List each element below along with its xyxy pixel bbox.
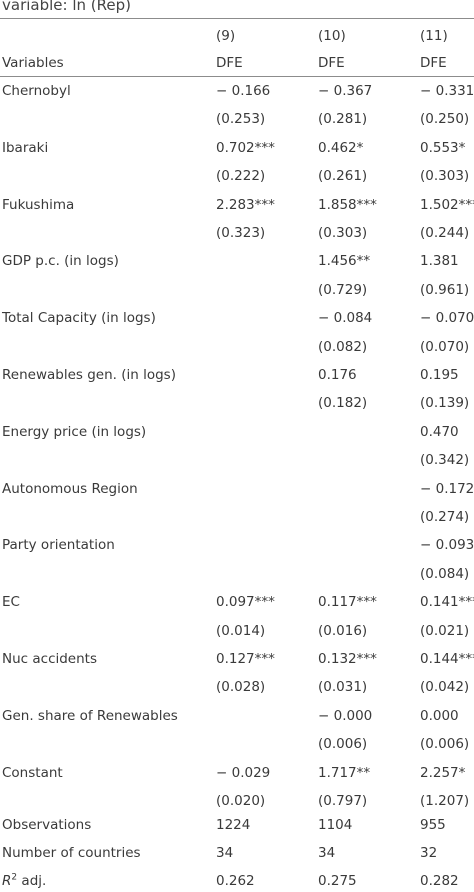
header-rule (0, 76, 474, 77)
std-error-cell: (0.020) (216, 793, 266, 809)
footer-value: 0.262 (216, 873, 255, 889)
coefficient-cell: 0.000 (420, 707, 459, 724)
col-number-11: (11) (420, 28, 448, 44)
coefficient-cell: 0.553* (420, 139, 466, 156)
coefficient-cell: 0.117*** (318, 594, 377, 611)
coefficient-cell: 0.132*** (318, 651, 377, 667)
footer-value: 32 (420, 845, 438, 861)
std-error-cell: (0.084) (420, 565, 470, 582)
r-superscript: 2 (11, 872, 18, 883)
coefficient-cell: − 0.331 (420, 83, 474, 99)
variable-label: Nuc accidents (2, 651, 97, 667)
footer-value: 0.282 (420, 873, 459, 889)
std-error-cell: (0.031) (318, 679, 368, 696)
coefficient-cell: 0.144*** (420, 651, 474, 667)
coefficient-cell: 1.502*** (420, 196, 474, 213)
coefficient-cell: − 0.367 (318, 83, 373, 99)
estimator-9: DFE (216, 55, 243, 71)
std-error-cell: (0.139) (420, 395, 470, 412)
coefficient-cell: − 0.166 (216, 83, 271, 99)
std-error-cell: (0.042) (420, 679, 470, 696)
std-error-cell: (0.323) (216, 225, 266, 241)
footer-label-observations: Observations (2, 817, 92, 833)
col-number-9: (9) (216, 28, 236, 44)
std-error-cell: (0.250) (420, 111, 470, 128)
footer-value: 1224 (216, 817, 251, 833)
estimator-11: DFE (420, 55, 447, 71)
variable-label: Autonomous Region (2, 480, 138, 497)
variable-label: EC (2, 594, 20, 611)
coefficient-cell: − 0.029 (216, 764, 271, 781)
footer-value: 955 (420, 817, 446, 833)
footer-value: 34 (216, 845, 234, 861)
std-error-cell: (0.303) (318, 225, 368, 241)
std-error-cell: (0.261) (318, 168, 368, 185)
footer-value: 34 (318, 845, 336, 861)
std-error-cell: (0.281) (318, 111, 368, 128)
variable-label: Gen. share of Renewables (2, 707, 178, 724)
coefficient-cell: 1.381 (420, 253, 459, 270)
std-error-cell: (0.014) (216, 622, 266, 639)
coefficient-cell: 0.141*** (420, 594, 474, 611)
variable-label: Renewables gen. (in logs) (2, 367, 176, 383)
coefficient-cell: − 0.172 (420, 480, 474, 497)
coefficient-cell: 1.456** (318, 253, 371, 270)
coefficient-cell: 1.717** (318, 764, 371, 781)
std-error-cell: (0.729) (318, 281, 368, 298)
variable-label: Party orientation (2, 537, 115, 554)
coefficient-cell: 0.702*** (216, 139, 275, 156)
footer-label-r2: R2 adj. (2, 872, 46, 890)
coefficient-cell: 2.283*** (216, 196, 275, 213)
coefficient-cell: 0.462* (318, 139, 364, 156)
variable-label: Fukushima (2, 196, 75, 213)
coefficient-cell: − 0.084 (318, 310, 373, 327)
std-error-cell: (0.021) (420, 622, 470, 639)
std-error-cell: (0.303) (420, 168, 470, 185)
top-rule (0, 18, 474, 19)
variable-label: Energy price (in logs) (2, 423, 147, 440)
variable-label: Ibaraki (2, 139, 49, 156)
variables-header: Variables (2, 55, 64, 71)
std-error-cell: (0.028) (216, 679, 266, 696)
coefficient-cell: − 0.093 (420, 537, 474, 554)
coefficient-cell: 2.257* (420, 764, 466, 781)
coefficient-cell: 0.176 (318, 367, 357, 383)
r2-suffix: adj. (17, 873, 47, 889)
coefficient-cell: − 0.000 (318, 707, 373, 724)
std-error-cell: (0.253) (216, 111, 266, 128)
std-error-cell: (0.222) (216, 168, 266, 185)
std-error-cell: (0.182) (318, 395, 368, 412)
coefficient-cell: 0.127*** (216, 651, 275, 667)
r-symbol: R (2, 873, 12, 889)
coefficient-cell: 0.470 (420, 423, 459, 440)
std-error-cell: (0.006) (318, 736, 368, 753)
std-error-cell: (0.016) (318, 622, 368, 639)
estimator-10: DFE (318, 55, 345, 71)
std-error-cell: (0.244) (420, 225, 470, 241)
std-error-cell: (1.207) (420, 793, 470, 809)
footer-value: 0.275 (318, 873, 357, 889)
coefficient-cell: 0.195 (420, 367, 459, 383)
coefficient-cell: 0.097*** (216, 594, 275, 611)
footer-value: 1104 (318, 817, 353, 833)
std-error-cell: (0.082) (318, 338, 368, 355)
coefficient-cell: − 0.070 (420, 310, 474, 327)
variable-label: Total Capacity (in logs) (2, 310, 156, 327)
std-error-cell: (0.006) (420, 736, 470, 753)
variable-label: Chernobyl (2, 83, 71, 99)
variable-label: GDP p.c. (in logs) (2, 253, 119, 270)
std-error-cell: (0.342) (420, 452, 470, 469)
coefficient-cell: 1.858*** (318, 196, 377, 213)
col-number-10: (10) (318, 28, 346, 44)
caption: variable: ln (Rep) (2, 0, 131, 14)
footer-label-countries: Number of countries (2, 845, 141, 861)
std-error-cell: (0.797) (318, 793, 368, 809)
std-error-cell: (0.961) (420, 281, 470, 298)
variable-label: Constant (2, 764, 63, 781)
std-error-cell: (0.274) (420, 509, 470, 525)
std-error-cell: (0.070) (420, 338, 470, 355)
